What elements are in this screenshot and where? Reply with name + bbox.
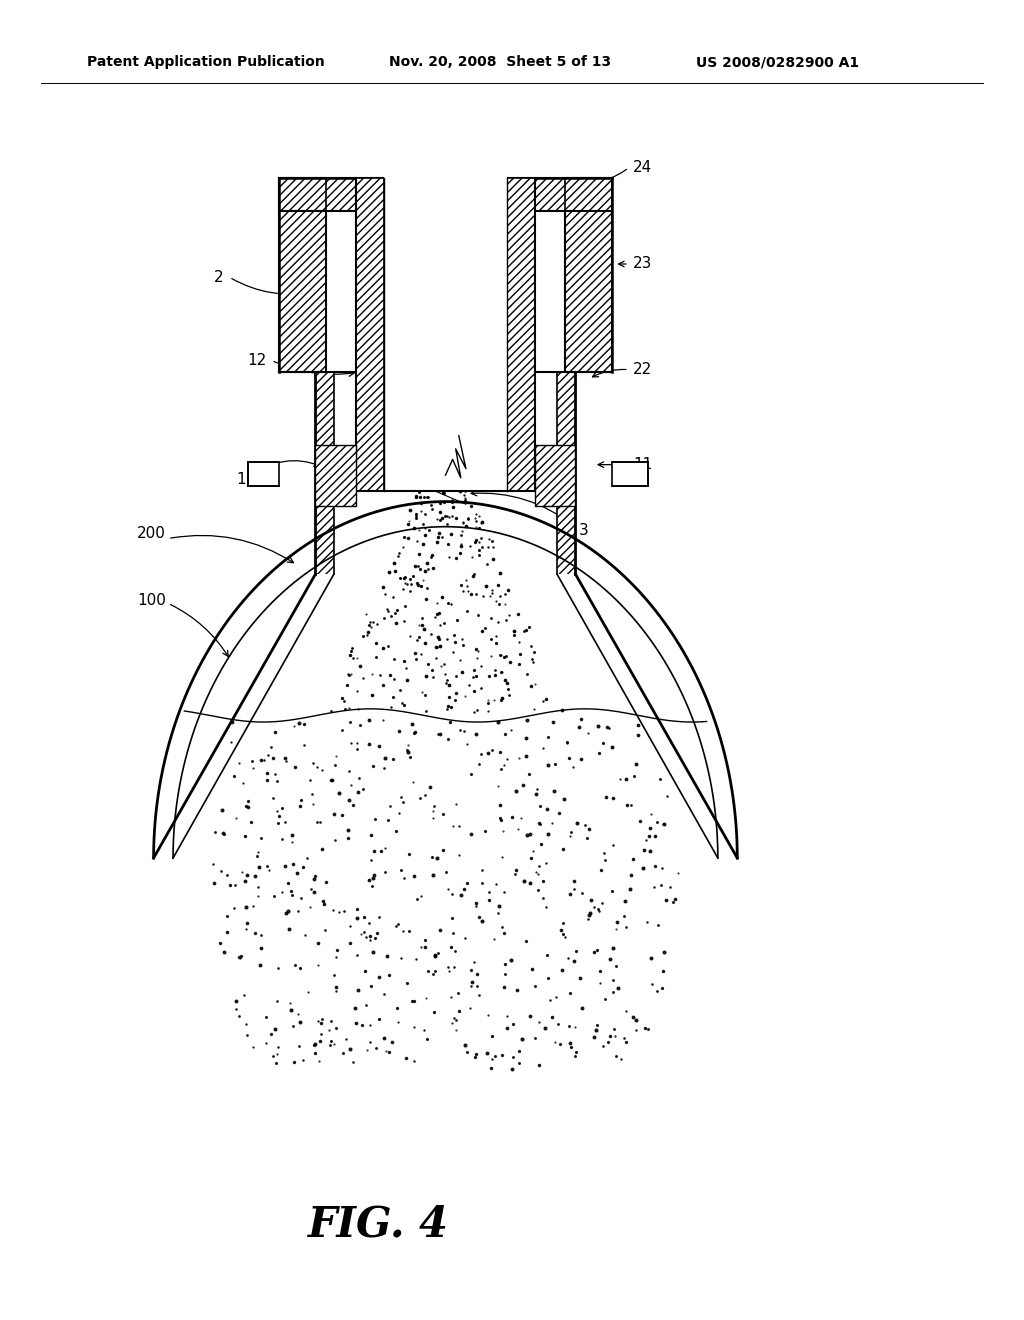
Text: 200: 200 — [137, 525, 166, 541]
Bar — [315, 445, 356, 506]
Text: 23: 23 — [633, 256, 652, 272]
Text: 22: 22 — [633, 362, 652, 378]
Bar — [248, 462, 279, 486]
Bar — [315, 372, 334, 574]
Text: 12: 12 — [247, 352, 266, 368]
Text: 2: 2 — [214, 269, 223, 285]
Text: Nov. 20, 2008  Sheet 5 of 13: Nov. 20, 2008 Sheet 5 of 13 — [389, 55, 611, 69]
Bar — [326, 178, 565, 372]
Text: FIG. 4: FIG. 4 — [308, 1204, 450, 1246]
Polygon shape — [173, 527, 718, 858]
Bar — [279, 178, 612, 211]
Bar — [535, 445, 575, 506]
Bar — [384, 172, 507, 491]
Text: 24: 24 — [633, 160, 652, 176]
Text: US 2008/0282900 A1: US 2008/0282900 A1 — [696, 55, 859, 69]
Text: 1: 1 — [237, 471, 246, 487]
Text: 100: 100 — [137, 593, 166, 609]
Text: Patent Application Publication: Patent Application Publication — [87, 55, 325, 69]
Bar — [507, 178, 535, 491]
Bar — [356, 178, 384, 491]
Text: 3: 3 — [579, 523, 589, 539]
Bar — [557, 372, 575, 574]
Bar — [612, 462, 648, 486]
Text: 11: 11 — [633, 457, 652, 473]
Bar — [565, 178, 612, 372]
Bar — [279, 178, 326, 372]
